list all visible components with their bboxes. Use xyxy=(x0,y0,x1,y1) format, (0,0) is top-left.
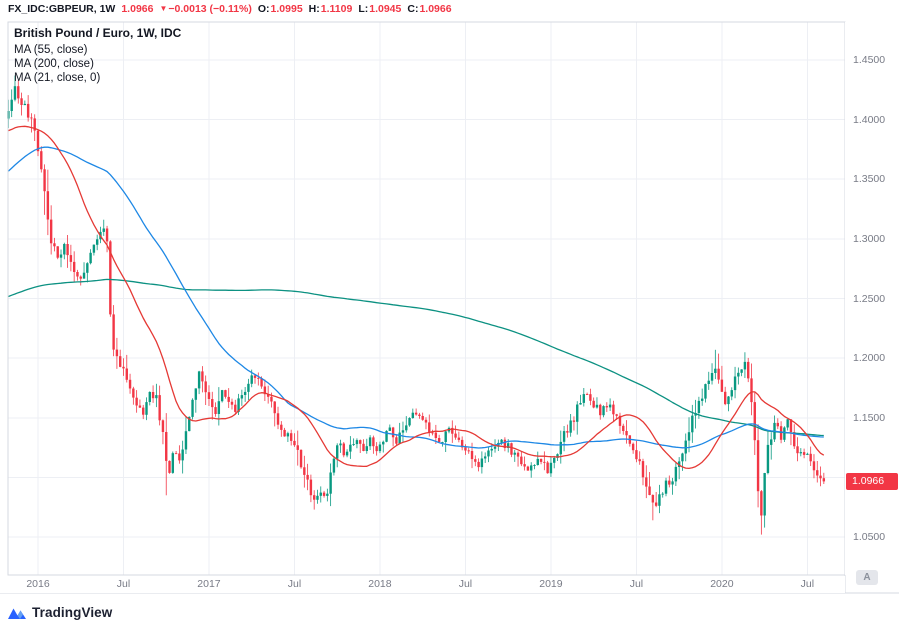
tradingview-logo-icon[interactable] xyxy=(7,606,27,620)
low-value: 1.0945 xyxy=(369,3,402,15)
tradingview-brand[interactable]: TradingView xyxy=(32,605,113,620)
time-tick: 2016 xyxy=(26,578,50,590)
open-label: O: xyxy=(257,3,270,15)
price-tick: 1.3000 xyxy=(853,232,886,245)
price-tick: 1.2000 xyxy=(853,352,886,365)
time-tick: 2020 xyxy=(710,578,734,590)
time-axis[interactable]: 2016 Jul 2017 Jul 2018 Jul 2019 Jul 2020 Jul xyxy=(0,576,845,593)
time-tick: 2018 xyxy=(368,578,392,590)
high-label: H: xyxy=(308,3,320,15)
price-tick: 1.4000 xyxy=(853,113,886,126)
price-axis[interactable]: 1.4500 1.4000 1.3500 1.3000 1.2500 1.2000 1.15… xyxy=(845,22,899,575)
price-tick: 1.0500 xyxy=(853,531,886,543)
time-tick: Jul xyxy=(800,578,815,590)
last-price: 1.0966 xyxy=(121,3,154,15)
price-tick: 1.2500 xyxy=(853,292,886,305)
close-label: C: xyxy=(407,3,419,15)
legend-ma-200[interactable]: MA (200, close) xyxy=(14,58,94,70)
footer-bar: TradingView xyxy=(7,605,112,620)
legend-ma-55[interactable]: MA (55, close) xyxy=(14,44,88,56)
time-tick: Jul xyxy=(629,578,644,590)
time-tick: Jul xyxy=(116,578,131,590)
open-value: 1.0995 xyxy=(270,3,303,15)
legend-ma-21[interactable]: MA (21, close, 0) xyxy=(14,72,101,84)
corner-button-a[interactable]: A xyxy=(856,570,878,585)
time-tick: Jul xyxy=(287,578,302,590)
close-value: 1.0966 xyxy=(419,3,452,15)
low-label: L: xyxy=(358,3,369,15)
last-price-label: 1.0966 xyxy=(846,472,898,490)
price-tick: 1.3500 xyxy=(853,173,886,186)
change-arrow-icon: ▼ xyxy=(159,4,168,13)
high-value: 1.1109 xyxy=(320,3,353,15)
time-tick: 2017 xyxy=(197,578,221,590)
time-tick: 2019 xyxy=(539,578,563,590)
price-tick: 1.1500 xyxy=(853,411,886,424)
time-tick: Jul xyxy=(458,578,473,590)
price-tick: 1.4500 xyxy=(853,54,886,66)
price-change: −0.0013 (−0.11%) xyxy=(168,3,252,15)
symbol-title[interactable]: FX_IDC:GBPEUR, 1W xyxy=(8,3,116,15)
chart-legend: British Pound / Euro, 1W, IDC MA (55, cl… xyxy=(14,26,181,86)
symbol-info-bar: FX_IDC:GBPEUR, 1W 1.0966 ▼ −0.0013 (−0.1… xyxy=(8,3,452,18)
legend-symbol-title[interactable]: British Pound / Euro, 1W, IDC xyxy=(14,26,182,40)
